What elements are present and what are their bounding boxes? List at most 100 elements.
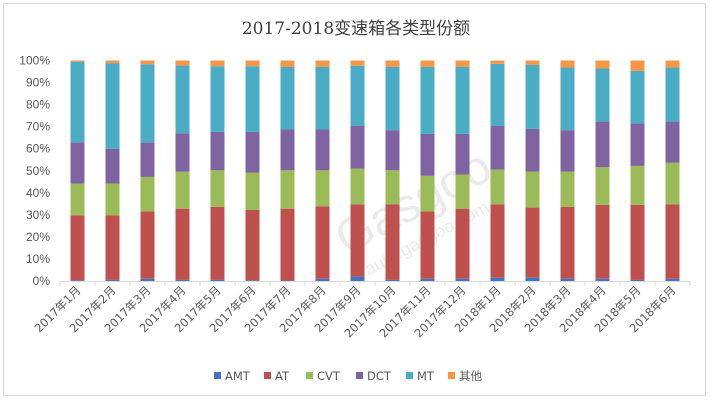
- bar-segment-其他: [490, 60, 505, 64]
- bar-segment-MT: [665, 67, 680, 122]
- bar-segment-AMT: [105, 279, 120, 281]
- bar-segment-DCT: [315, 129, 330, 171]
- bar-segment-AT: [70, 215, 85, 281]
- bar-segment-AT: [420, 211, 435, 279]
- bar-segment-AMT: [70, 280, 85, 281]
- bar-segment-DCT: [420, 133, 435, 176]
- legend-item-MT: MT: [406, 369, 435, 383]
- bar-segment-MT: [175, 65, 190, 134]
- bar-segment-AT: [280, 208, 295, 281]
- legend-swatch: [406, 372, 413, 379]
- bar-segment-CVT: [420, 175, 435, 212]
- bar-segment-AMT: [140, 278, 155, 281]
- legend-swatch: [448, 372, 455, 379]
- bar-segment-DCT: [630, 123, 645, 166]
- bar-segment-其他: [420, 60, 435, 67]
- bar-segment-DCT: [105, 148, 120, 184]
- bar-segment-其他: [105, 60, 120, 64]
- bar-segment-CVT: [455, 174, 470, 209]
- y-tick-label: 90%: [26, 76, 50, 90]
- bar-segment-AMT: [245, 280, 260, 281]
- bar-segment-CVT: [210, 170, 225, 207]
- bar-segment-MT: [350, 65, 365, 126]
- legend-label: MT: [417, 369, 435, 383]
- bar-segment-AT: [245, 209, 260, 281]
- bar-segment-AT: [105, 215, 120, 280]
- bar-segment-其他: [455, 60, 470, 67]
- bar-segment-AMT: [175, 279, 190, 281]
- bar-segment-其他: [665, 60, 680, 68]
- bar-segment-DCT: [525, 128, 540, 172]
- bar-segment-DCT: [140, 142, 155, 177]
- y-tick-label: 70%: [26, 120, 50, 134]
- y-tick-label: 80%: [26, 98, 50, 112]
- legend-item-CVT: CVT: [306, 369, 341, 383]
- legend-swatch: [264, 372, 271, 379]
- legend-label: DCT: [367, 369, 392, 383]
- y-tick-label: 30%: [26, 208, 50, 222]
- bar-segment-DCT: [595, 121, 610, 168]
- bar-segment-AT: [175, 208, 190, 280]
- bar-segment-其他: [210, 60, 225, 67]
- bar-segment-AMT: [350, 276, 365, 281]
- bar-segment-AMT: [385, 279, 400, 281]
- bar-segment-AMT: [210, 279, 225, 281]
- bar-segment-CVT: [595, 167, 610, 205]
- bar-segment-CVT: [70, 183, 85, 216]
- bar-segment-AT: [595, 204, 610, 279]
- legend-item-其他: 其他: [448, 369, 482, 383]
- bar-segment-AT: [140, 211, 155, 279]
- bar-segment-AMT: [455, 278, 470, 281]
- bar-segment-MT: [420, 66, 435, 134]
- bar-segment-DCT: [350, 125, 365, 169]
- bar-segment-其他: [385, 60, 400, 67]
- bar-segment-AMT: [630, 279, 645, 281]
- bar-segment-MT: [140, 64, 155, 143]
- bar-segment-CVT: [140, 176, 155, 212]
- y-tick-label: 20%: [26, 230, 50, 244]
- bar-segment-AT: [350, 204, 365, 277]
- bar-segment-其他: [245, 60, 260, 67]
- bar-segment-DCT: [280, 129, 295, 171]
- bar-segment-AMT: [665, 278, 680, 281]
- y-tick-label: 0%: [33, 274, 51, 288]
- bar-segment-CVT: [315, 170, 330, 207]
- legend-item-DCT: DCT: [356, 369, 392, 383]
- bar-segment-MT: [280, 66, 295, 130]
- bar-segment-DCT: [455, 133, 470, 175]
- bar-segment-其他: [315, 60, 330, 67]
- bar-segment-其他: [350, 60, 365, 66]
- bar-segment-AMT: [595, 278, 610, 281]
- bar-segment-AT: [665, 204, 680, 279]
- y-tick-label: 50%: [26, 164, 50, 178]
- bar-segment-DCT: [70, 142, 85, 184]
- bar-segment-DCT: [385, 130, 400, 171]
- bar-segment-MT: [385, 66, 400, 131]
- bar-segment-CVT: [490, 169, 505, 205]
- bar-segment-MT: [70, 61, 85, 143]
- bar-segment-CVT: [560, 171, 575, 207]
- bar-segment-CVT: [385, 170, 400, 205]
- bar-segment-AT: [525, 207, 540, 278]
- bar-segment-AMT: [420, 278, 435, 281]
- bar-segment-MT: [525, 64, 540, 129]
- chart-title: 2017-2018变速箱各类型份额: [242, 19, 470, 39]
- y-tick-label: 60%: [26, 142, 50, 156]
- bar-segment-AT: [455, 208, 470, 279]
- legend-swatch: [306, 372, 313, 379]
- bar-segment-其他: [70, 60, 85, 62]
- legend-label: CVT: [317, 369, 341, 383]
- legend-swatch: [356, 372, 363, 379]
- bar-segment-MT: [455, 66, 470, 134]
- bar-segment-其他: [280, 60, 295, 67]
- legend-item-AT: AT: [264, 369, 290, 383]
- bar-segment-CVT: [105, 183, 120, 216]
- bar-segment-MT: [595, 68, 610, 122]
- bar-segment-AT: [315, 206, 330, 279]
- bar-segment-CVT: [665, 162, 680, 205]
- bar-segment-CVT: [175, 171, 190, 209]
- bar-segment-DCT: [490, 125, 505, 170]
- bar-segment-DCT: [245, 131, 260, 173]
- bar-segment-MT: [315, 66, 330, 130]
